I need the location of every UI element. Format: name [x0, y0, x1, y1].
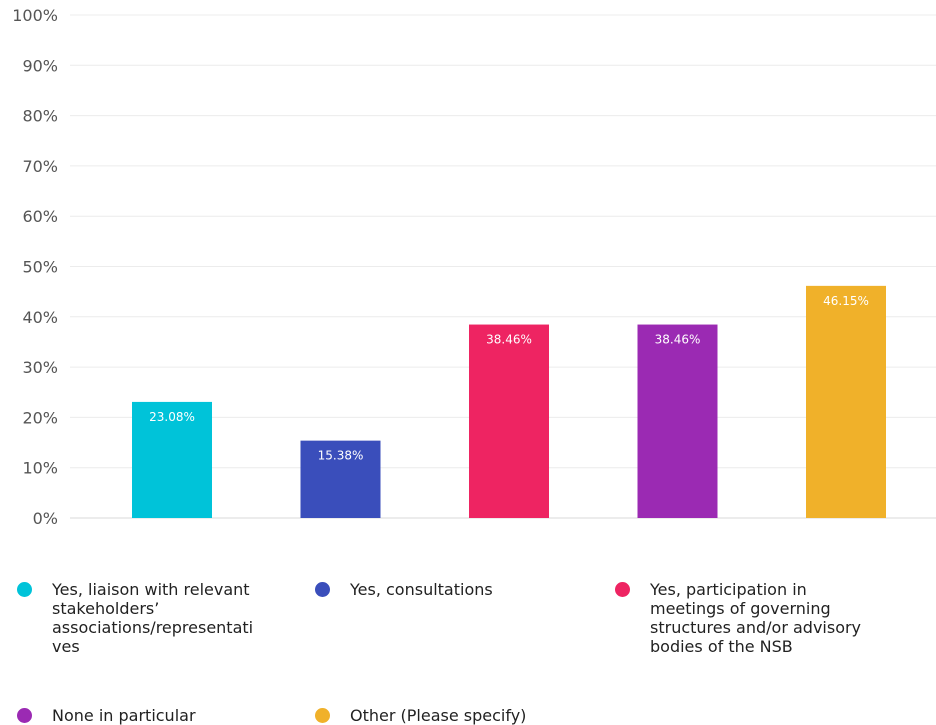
legend-label: Yes, consultations: [350, 580, 493, 599]
bar-value-label: 23.08%: [149, 410, 195, 424]
bar-chart: 0% 10% 20% 30% 40% 50% 60% 70% 80% 90% 100% 23.08%…: [12, 6, 936, 528]
legend-label: Other (Please specify): [350, 706, 527, 725]
y-tick-label: 30%: [22, 358, 58, 377]
y-tick-label: 50%: [22, 258, 58, 277]
y-tick-label: 20%: [22, 408, 58, 427]
y-tick-label: 0%: [33, 509, 58, 528]
y-axis-tick-labels: 0% 10% 20% 30% 40% 50% 60% 70% 80% 90% 100%: [12, 6, 58, 528]
y-tick-label: 10%: [22, 459, 58, 478]
y-tick-label: 60%: [22, 207, 58, 226]
bar-value-label: 38.46%: [486, 333, 532, 347]
bar[interactable]: [469, 324, 549, 518]
legend-dot-icon: [615, 582, 630, 597]
y-tick-label: 40%: [22, 308, 58, 327]
y-tick-label: 90%: [22, 56, 58, 75]
legend-item-consultations[interactable]: Yes, consultations: [315, 580, 580, 599]
legend-item-participation[interactable]: Yes, participation in meetings of govern…: [615, 580, 875, 656]
y-tick-label: 100%: [12, 6, 58, 25]
bar[interactable]: [132, 401, 212, 518]
bar[interactable]: [806, 285, 886, 518]
legend-label: None in particular: [52, 706, 196, 725]
data-labels: 23.08% 15.38% 38.46% 38.46% 46.15%: [149, 294, 869, 463]
legend-dot-icon: [315, 582, 330, 597]
bar-value-label: 46.15%: [823, 294, 869, 308]
y-tick-label: 80%: [22, 107, 58, 126]
legend-dot-icon: [315, 708, 330, 723]
bar[interactable]: [637, 324, 718, 518]
legend-label: Yes, liaison with relevant stakeholders’…: [52, 580, 254, 656]
legend-dot-icon: [17, 582, 32, 597]
legend-item-none[interactable]: None in particular: [17, 706, 282, 725]
bars: [132, 285, 886, 518]
legend-item-other[interactable]: Other (Please specify): [315, 706, 580, 725]
legend-item-liaison[interactable]: Yes, liaison with relevant stakeholders’…: [17, 580, 284, 656]
bar-value-label: 15.38%: [318, 449, 364, 463]
bar[interactable]: [300, 440, 381, 518]
gridlines: [70, 14, 936, 519]
bar-value-label: 38.46%: [655, 333, 701, 347]
y-tick-label: 70%: [22, 157, 58, 176]
legend-label: Yes, participation in meetings of govern…: [650, 580, 862, 656]
legend-dot-icon: [17, 708, 32, 723]
